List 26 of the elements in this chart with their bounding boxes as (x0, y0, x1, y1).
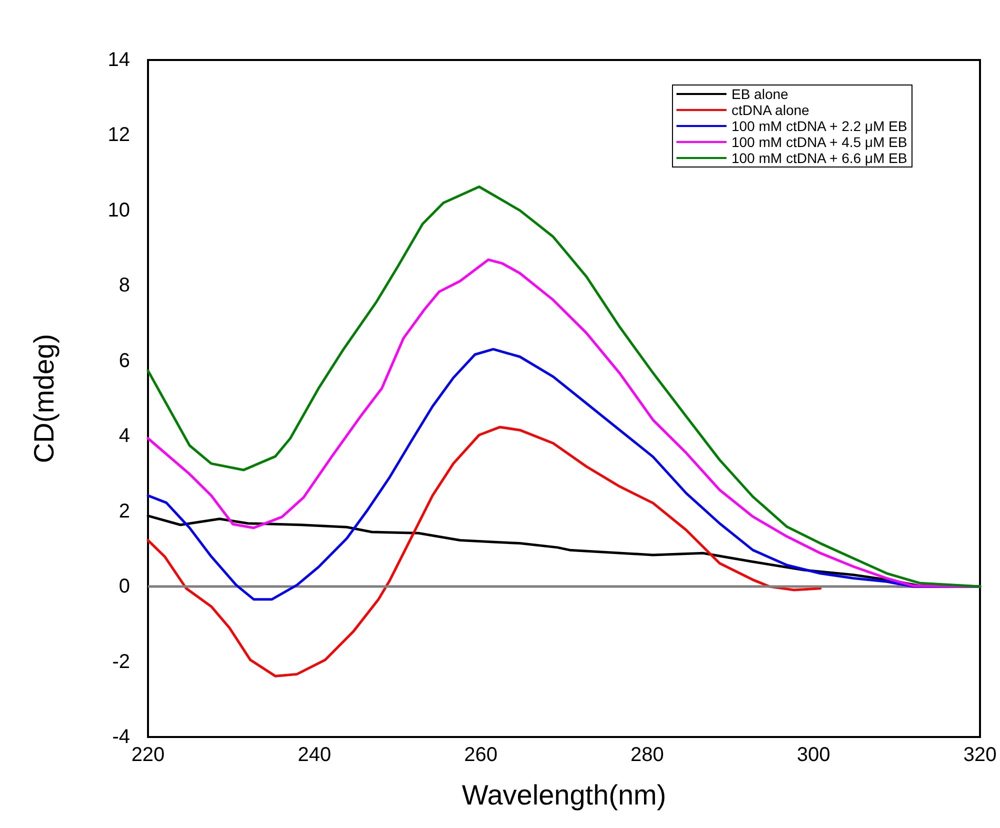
y-tick-label: 2 (118, 500, 130, 522)
x-tick-label: 300 (796, 744, 830, 766)
y-tick-label: 8 (118, 274, 130, 297)
x-tick-label: 240 (298, 744, 332, 766)
legend-label: 100 mM ctDNA + 4.5 μM EB (731, 134, 908, 150)
x-tick-label: 280 (630, 744, 664, 766)
legend-label: 100 mM ctDNA + 6.6 μM EB (731, 150, 908, 166)
legend-label: 100 mM ctDNA + 2.2 μM EB (731, 118, 908, 134)
y-tick-label: 14 (108, 49, 130, 71)
legend-label: ctDNA alone (731, 102, 810, 118)
y-tick-label: 6 (118, 350, 130, 372)
x-tick-label: 260 (464, 744, 498, 766)
x-tick-label: 220 (131, 744, 165, 766)
y-tick-label: 4 (118, 425, 130, 448)
line-series (146, 348, 982, 601)
y-tick-label: 10 (108, 199, 130, 222)
y-tick-label: 12 (108, 124, 130, 146)
x-axis-title: Wavelength(nm) (462, 780, 666, 810)
y-tick-label: -4 (112, 726, 130, 748)
x-tick-label: 320 (963, 744, 997, 766)
y-tick-label: -2 (112, 650, 130, 673)
y-tick-label: 0 (118, 576, 130, 598)
line-series (146, 258, 982, 588)
y-axis-title: CD(mdeg) (28, 334, 60, 464)
line-series (146, 186, 982, 588)
legend-label: EB alone (731, 86, 789, 102)
